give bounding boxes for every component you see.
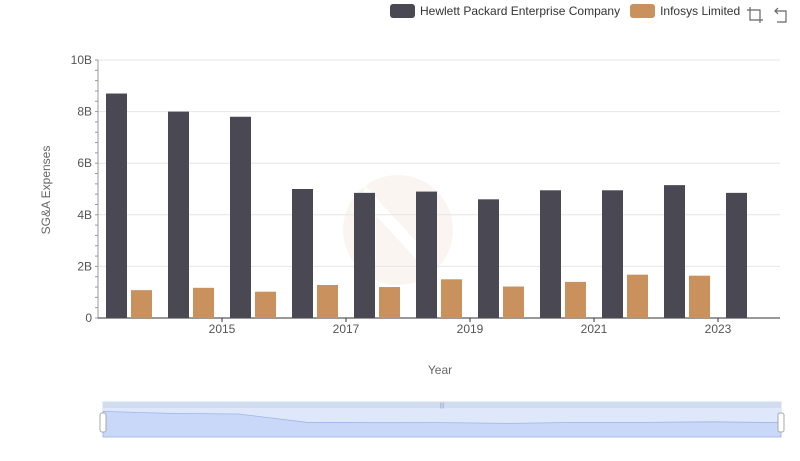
bar-infosys	[379, 287, 400, 318]
bars	[106, 93, 747, 318]
y-axis-label: SG&A Expenses	[39, 146, 53, 235]
bar-infosys	[131, 290, 152, 318]
slider-handle-left[interactable]	[99, 412, 107, 433]
slider-preview-line	[102, 410, 782, 438]
bar-infosys	[689, 275, 710, 318]
bar-hpe	[664, 185, 685, 318]
bar-infosys	[503, 286, 524, 318]
legend-item-infosys[interactable]: Infosys Limited	[630, 4, 740, 18]
legend-label-hpe: Hewlett Packard Enterprise Company	[420, 4, 621, 18]
y-tick-label: 8B	[77, 105, 92, 119]
slider-handle-right[interactable]	[777, 412, 785, 433]
bar-hpe	[292, 189, 313, 318]
restore-icon[interactable]	[772, 6, 790, 24]
legend: Hewlett Packard Enterprise Company Infos…	[390, 4, 750, 18]
y-tick-label: 0	[85, 311, 92, 325]
x-tick-label: 2019	[457, 322, 484, 336]
bar-hpe	[726, 192, 747, 318]
data-zoom-slider[interactable]: |||	[99, 401, 785, 438]
slider-top-bar[interactable]	[103, 402, 781, 408]
bar-infosys	[441, 279, 462, 318]
bar-hpe	[106, 93, 127, 318]
bar-infosys	[255, 291, 276, 318]
legend-label-infosys: Infosys Limited	[660, 4, 741, 18]
bar-infosys	[317, 284, 338, 318]
y-tick-label: 10B	[71, 53, 92, 67]
bar-infosys	[627, 274, 648, 318]
bar-hpe	[230, 116, 251, 318]
x-tick-label: 2015	[209, 322, 236, 336]
zoom-select-icon[interactable]	[746, 6, 764, 24]
bar-hpe	[478, 199, 499, 318]
y-tick-label: 2B	[77, 259, 92, 273]
legend-item-hpe[interactable]: Hewlett Packard Enterprise Company	[390, 4, 620, 18]
bar-hpe	[416, 191, 437, 318]
legend-swatch-hpe	[390, 4, 415, 18]
bar-hpe	[540, 190, 561, 318]
x-axis: 2015 2017 2019 2021 2023	[98, 317, 780, 336]
slider-grip-icon: |||	[440, 403, 445, 409]
x-tick-label: 2017	[333, 322, 360, 336]
y-tick-label: 6B	[77, 156, 92, 170]
y-tick-label: 4B	[77, 208, 92, 222]
bar-hpe	[602, 190, 623, 318]
x-axis-label: Year	[428, 363, 452, 377]
bar-infosys	[565, 281, 586, 318]
bar-hpe	[354, 192, 375, 318]
grid-lines	[98, 59, 780, 267]
bar-hpe	[168, 111, 189, 318]
bar-infosys	[193, 287, 214, 318]
x-tick-label: 2021	[581, 322, 608, 336]
x-tick-label: 2023	[705, 322, 732, 336]
legend-swatch-infosys	[630, 4, 656, 18]
y-axis: 0 2B 4B 6B 8B 10B	[71, 53, 99, 325]
